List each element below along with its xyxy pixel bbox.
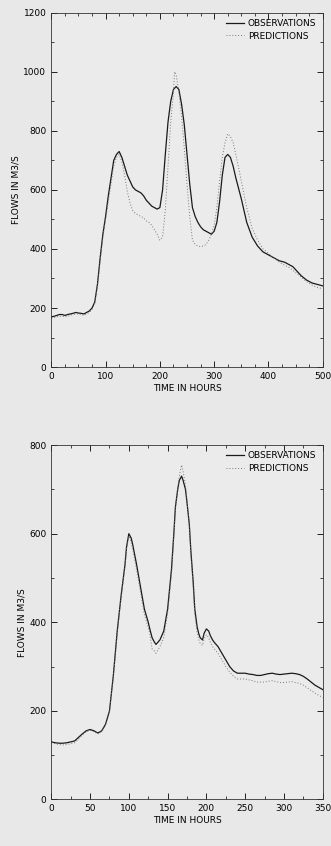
OBSERVATIONS	[174, 81, 178, 91]
OBSERVATIONS	[321, 281, 325, 291]
PREDICTIONS	[61, 740, 65, 750]
OBSERVATIONS	[117, 146, 121, 157]
PREDICTIONS	[146, 623, 150, 633]
PREDICTIONS	[305, 683, 309, 693]
OBSERVATIONS	[142, 604, 146, 614]
PREDICTIONS	[256, 235, 260, 245]
OBSERVATIONS	[87, 306, 91, 316]
OBSERVATIONS	[49, 312, 53, 322]
Y-axis label: FLOWS IN M3/S: FLOWS IN M3/S	[12, 156, 21, 224]
PREDICTIONS	[49, 738, 53, 748]
Legend: OBSERVATIONS, PREDICTIONS: OBSERVATIONS, PREDICTIONS	[224, 449, 318, 475]
Legend: OBSERVATIONS, PREDICTIONS: OBSERVATIONS, PREDICTIONS	[224, 17, 318, 42]
OBSERVATIONS	[147, 198, 151, 208]
PREDICTIONS	[226, 129, 230, 139]
PREDICTIONS	[153, 646, 157, 656]
PREDICTIONS	[187, 520, 191, 530]
OBSERVATIONS	[108, 706, 112, 716]
OBSERVATIONS	[250, 232, 254, 242]
PREDICTIONS	[142, 609, 146, 619]
Line: PREDICTIONS: PREDICTIONS	[51, 72, 323, 318]
OBSERVATIONS	[305, 674, 309, 684]
PREDICTIONS	[172, 67, 176, 77]
PREDICTIONS	[161, 232, 165, 242]
Line: OBSERVATIONS: OBSERVATIONS	[51, 86, 323, 317]
OBSERVATIONS	[187, 519, 191, 530]
PREDICTIONS	[60, 311, 64, 321]
PREDICTIONS	[321, 693, 325, 703]
Line: OBSERVATIONS: OBSERVATIONS	[51, 476, 323, 743]
Line: PREDICTIONS: PREDICTIONS	[51, 465, 323, 745]
X-axis label: TIME IN HOURS: TIME IN HOURS	[153, 384, 221, 393]
PREDICTIONS	[74, 309, 78, 319]
PREDICTIONS	[108, 706, 112, 717]
PREDICTIONS	[49, 313, 53, 323]
OBSERVATIONS	[153, 637, 157, 647]
PREDICTIONS	[180, 460, 184, 470]
OBSERVATIONS	[101, 229, 105, 239]
OBSERVATIONS	[49, 737, 53, 747]
PREDICTIONS	[321, 283, 325, 294]
Y-axis label: FLOWS IN M3/S: FLOWS IN M3/S	[18, 588, 26, 656]
OBSERVATIONS	[321, 684, 325, 695]
OBSERVATIONS	[57, 738, 61, 748]
PREDICTIONS	[55, 312, 59, 322]
OBSERVATIONS	[166, 117, 170, 127]
OBSERVATIONS	[146, 618, 150, 628]
OBSERVATIONS	[180, 471, 184, 481]
X-axis label: TIME IN HOURS: TIME IN HOURS	[153, 816, 221, 825]
